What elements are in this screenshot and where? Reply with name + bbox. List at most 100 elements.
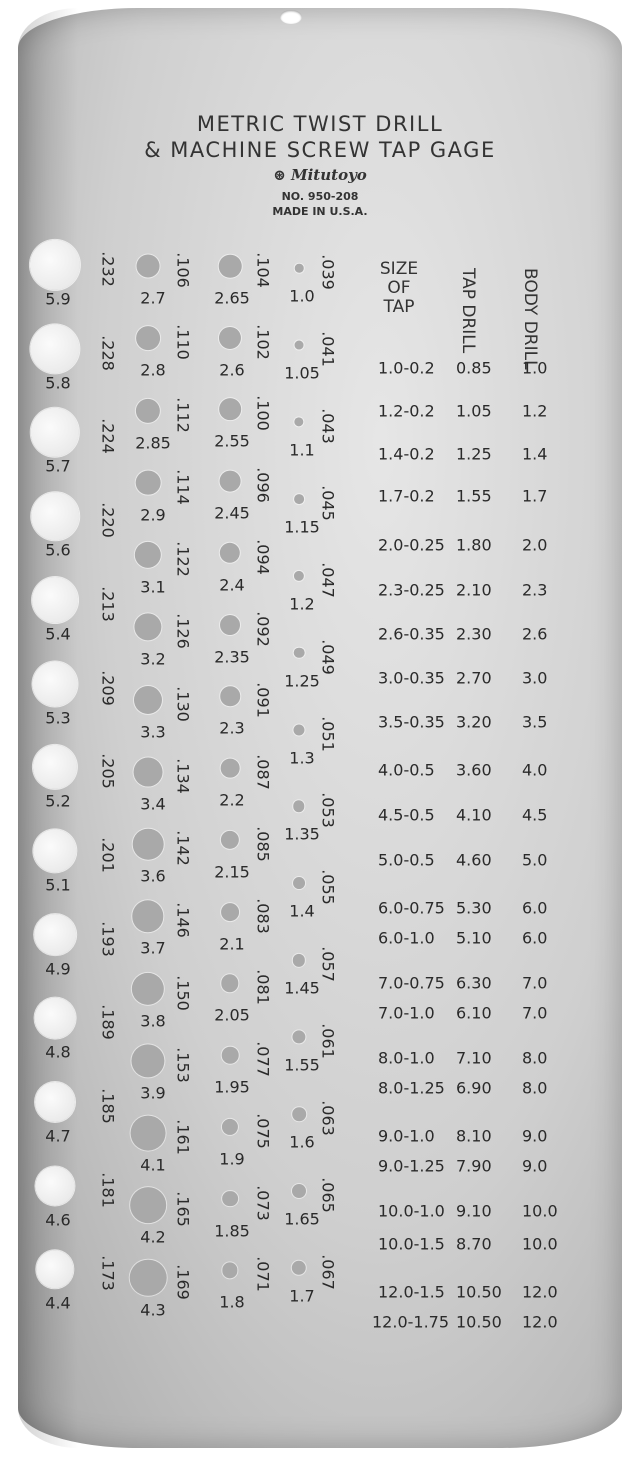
drill-hole bbox=[133, 757, 163, 787]
drill-hole bbox=[294, 417, 304, 427]
hole-inch-label: .161 bbox=[173, 1119, 193, 1155]
tap-size-cell: 1.0-0.2 bbox=[378, 358, 435, 378]
hole-mm-label: 1.25 bbox=[284, 671, 320, 691]
hole-mm-label: 2.9 bbox=[140, 505, 166, 525]
drill-hole bbox=[219, 542, 241, 564]
drill-hole bbox=[136, 254, 160, 278]
tap-drill-cell: 4.60 bbox=[456, 850, 492, 870]
tap-size-cell: 7.0-0.75 bbox=[378, 973, 445, 993]
model-number: NO. 950-208 bbox=[281, 190, 359, 203]
drill-hole bbox=[29, 239, 81, 291]
tap-drill-cell: 8.10 bbox=[456, 1126, 492, 1146]
tap-drill-cell: 7.10 bbox=[456, 1048, 492, 1068]
tap-size-cell: 4.0-0.5 bbox=[378, 760, 435, 780]
hole-mm-label: 1.6 bbox=[289, 1132, 315, 1152]
tap-drill-cell: 3.20 bbox=[456, 712, 492, 732]
body-drill-cell: 3.5 bbox=[522, 712, 548, 732]
hole-inch-label: .043 bbox=[318, 408, 338, 444]
tap-drill-cell: 2.10 bbox=[456, 580, 492, 600]
drill-hole bbox=[291, 1260, 307, 1276]
hole-inch-label: .189 bbox=[98, 1004, 118, 1041]
tap-drill-cell: 1.80 bbox=[456, 535, 492, 555]
drill-hole bbox=[221, 1046, 239, 1064]
hole-inch-label: .106 bbox=[173, 252, 193, 288]
drill-hole bbox=[32, 745, 78, 790]
hole-inch-label: .073 bbox=[253, 1184, 273, 1221]
tap-size-cell: 9.0-1.25 bbox=[378, 1156, 445, 1176]
hole-mm-label: 2.6 bbox=[219, 360, 245, 380]
hole-inch-label: .142 bbox=[173, 830, 193, 866]
hole-mm-label: 1.3 bbox=[289, 748, 315, 768]
body-drill-cell: 6.0 bbox=[522, 898, 548, 918]
hole-inch-label: .039 bbox=[318, 254, 338, 290]
tap-drill-cell: 6.90 bbox=[456, 1078, 492, 1098]
hole-mm-label: 2.05 bbox=[214, 1005, 250, 1025]
hole-inch-label: .201 bbox=[98, 837, 118, 873]
tap-drill-cell: 10.50 bbox=[456, 1312, 502, 1332]
drill-hole bbox=[36, 1250, 74, 1289]
hole-mm-label: 2.15 bbox=[214, 862, 250, 882]
hole-mm-label: 2.4 bbox=[219, 575, 245, 595]
hole-mm-label: 1.2 bbox=[289, 594, 315, 614]
tap-drill-cell: 2.30 bbox=[456, 624, 492, 644]
tap-drill-cell: 1.55 bbox=[456, 486, 492, 506]
hole-mm-label: 2.85 bbox=[135, 433, 171, 452]
hole-inch-label: .224 bbox=[98, 418, 118, 455]
body-drill-cell: 9.0 bbox=[522, 1126, 548, 1146]
body-drill-cell: 2.0 bbox=[522, 535, 548, 555]
tap-size-cell: 1.2-0.2 bbox=[378, 401, 435, 421]
drill-hole bbox=[293, 570, 305, 581]
hole-inch-label: .053 bbox=[318, 792, 338, 829]
body-drill-cell: 3.0 bbox=[522, 668, 548, 688]
tap-size-cell: 10.0-1.5 bbox=[378, 1234, 445, 1254]
drill-hole bbox=[30, 408, 80, 457]
body-drill-cell: 9.0 bbox=[522, 1156, 548, 1176]
drill-hole bbox=[34, 997, 76, 1039]
tap-drill-cell: 3.60 bbox=[456, 760, 492, 780]
brand-logo: ⊛ Mitutoyo bbox=[273, 166, 367, 184]
tap-drill-cell: 5.10 bbox=[456, 928, 492, 948]
hole-inch-label: .083 bbox=[253, 897, 273, 934]
tap-size-cell: 7.0-1.0 bbox=[378, 1003, 435, 1023]
tap-drill-cell: 4.10 bbox=[456, 805, 492, 825]
drill-hole bbox=[293, 724, 305, 736]
drill-hole bbox=[221, 902, 239, 921]
body-drill-cell: 7.0 bbox=[522, 1003, 548, 1023]
gage-title-line2: & MACHINE SCREW TAP GAGE bbox=[144, 138, 496, 162]
drill-hole bbox=[133, 685, 163, 714]
tap-size-cell: 1.4-0.2 bbox=[378, 444, 435, 464]
tap-drill-cell: 8.70 bbox=[456, 1234, 492, 1254]
drill-hole bbox=[293, 877, 305, 890]
hole-inch-label: .102 bbox=[253, 323, 273, 360]
drill-hole bbox=[220, 830, 240, 850]
drill-hole bbox=[32, 576, 78, 623]
tap-size-cell: 12.0-1.75 bbox=[372, 1312, 450, 1332]
hole-mm-label: 5.8 bbox=[45, 373, 71, 393]
drill-hole bbox=[220, 758, 240, 778]
hole-mm-label: 3.1 bbox=[140, 577, 166, 597]
tap-drill-cell: 7.90 bbox=[456, 1156, 492, 1176]
header-tap-drill: TAP DRILL bbox=[458, 268, 478, 354]
drill-hole bbox=[222, 1190, 238, 1207]
drill-hole bbox=[292, 1030, 306, 1044]
drill-hole bbox=[218, 326, 242, 349]
hole-mm-label: 4.1 bbox=[140, 1155, 166, 1175]
hole-inch-label: .181 bbox=[98, 1171, 118, 1208]
hole-inch-label: .220 bbox=[98, 502, 118, 538]
hole-inch-label: .122 bbox=[173, 541, 193, 577]
drill-hole bbox=[134, 613, 162, 641]
hole-mm-label: 2.2 bbox=[219, 790, 245, 810]
tap-drill-cell: 6.10 bbox=[456, 1003, 492, 1023]
body-drill-cell: 1.7 bbox=[522, 486, 548, 506]
body-drill-cell: 8.0 bbox=[522, 1048, 548, 1068]
body-drill-cell: 4.0 bbox=[522, 760, 548, 780]
hole-mm-label: 3.9 bbox=[140, 1083, 166, 1103]
hole-inch-label: .091 bbox=[253, 682, 273, 719]
tap-drill-cell: 1.05 bbox=[456, 401, 492, 421]
drill-hole bbox=[222, 1262, 238, 1279]
hole-mm-label: 2.7 bbox=[140, 288, 166, 308]
hole-mm-label: 4.7 bbox=[45, 1126, 71, 1146]
drill-hole bbox=[221, 1118, 239, 1135]
hole-mm-label: 1.9 bbox=[219, 1149, 245, 1169]
tap-size-cell: 6.0-0.75 bbox=[378, 898, 445, 918]
